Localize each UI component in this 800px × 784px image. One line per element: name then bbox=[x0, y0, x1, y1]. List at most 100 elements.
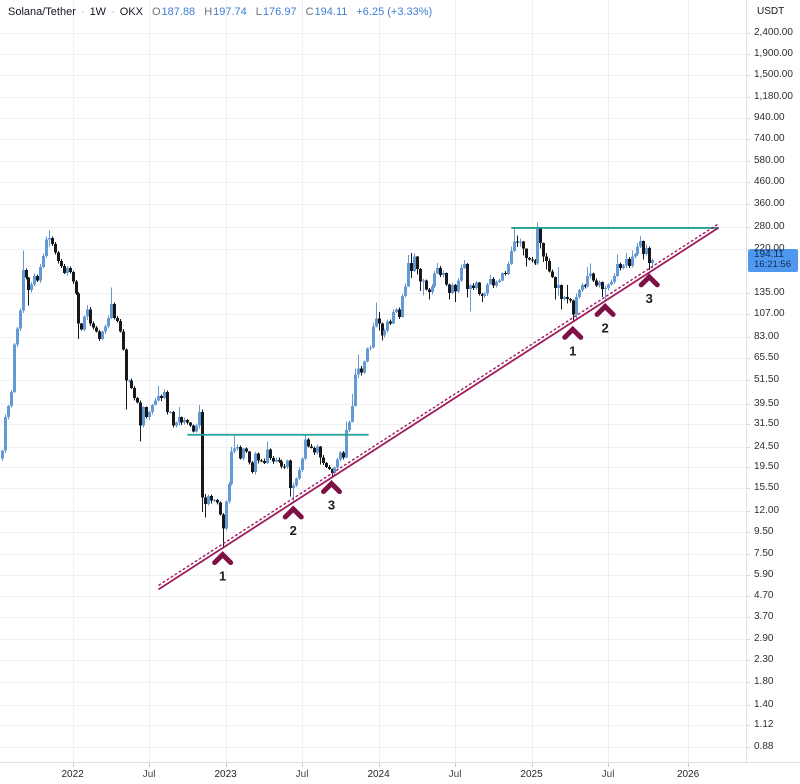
candle-body bbox=[222, 514, 225, 529]
candle-body bbox=[92, 323, 95, 328]
candle-body bbox=[448, 284, 451, 293]
candle-body bbox=[595, 280, 598, 286]
candle-body bbox=[386, 321, 389, 331]
candle-body bbox=[495, 282, 498, 286]
candle-body bbox=[548, 261, 551, 272]
touch-marker[interactable]: 2 bbox=[594, 302, 616, 335]
candle-body bbox=[98, 331, 101, 339]
price-axis-label: 5.90 bbox=[754, 569, 774, 581]
symbol-title[interactable]: Solana/Tether bbox=[8, 6, 76, 18]
candle-body bbox=[592, 273, 595, 281]
candle-body bbox=[130, 380, 133, 389]
price-axis-tick bbox=[747, 596, 750, 597]
candle-body bbox=[392, 312, 395, 324]
candle-body bbox=[225, 501, 228, 529]
candle-body bbox=[372, 326, 375, 348]
candle-body bbox=[51, 237, 54, 244]
price-axis-tick bbox=[747, 725, 750, 726]
candle-body bbox=[142, 407, 145, 426]
touch-marker[interactable]: 3 bbox=[321, 480, 343, 513]
candle-body bbox=[563, 296, 566, 300]
exchange-label[interactable]: OKX bbox=[119, 6, 143, 18]
marker-number: 1 bbox=[569, 343, 576, 358]
candle-body bbox=[486, 284, 489, 294]
close-letter: C bbox=[305, 6, 314, 18]
price-axis-label: 9.50 bbox=[754, 526, 774, 538]
time-axis-label: 2025 bbox=[520, 769, 543, 780]
candles bbox=[1, 222, 654, 548]
candle-body bbox=[101, 331, 104, 339]
candle-body bbox=[507, 263, 510, 275]
touch-marker[interactable]: 2 bbox=[282, 505, 304, 538]
candle-body bbox=[4, 417, 7, 451]
candle-body bbox=[172, 412, 175, 426]
uptrend-line-dotted[interactable] bbox=[158, 223, 719, 586]
uptrend-line[interactable] bbox=[158, 227, 719, 590]
price-axis-tick bbox=[747, 617, 750, 618]
candle-body bbox=[125, 349, 128, 381]
touch-marker[interactable]: 1 bbox=[212, 551, 234, 584]
candle-body bbox=[57, 252, 60, 262]
price-chart-canvas[interactable]: 1 2 3 1 2 3 bbox=[0, 0, 746, 762]
candle-body bbox=[457, 280, 460, 292]
time-axis[interactable]: 2022 Jul 2023 Jul 2024 Jul 2025 Jul 2026 bbox=[0, 762, 800, 784]
candle-body bbox=[586, 275, 589, 287]
candle-body bbox=[192, 425, 195, 432]
candle-body bbox=[128, 380, 131, 382]
price-axis-label: 1.12 bbox=[754, 719, 774, 731]
price-axis-tick bbox=[747, 404, 750, 405]
price-axis-label: 360.00 bbox=[754, 198, 785, 210]
candle-body bbox=[27, 277, 30, 291]
candle-body bbox=[445, 273, 448, 285]
price-axis-label: 2.30 bbox=[754, 654, 774, 666]
candle-body bbox=[642, 240, 645, 254]
candle-body bbox=[575, 296, 578, 315]
candle-body bbox=[478, 282, 481, 295]
candle-body bbox=[469, 285, 472, 289]
candle-body bbox=[19, 310, 22, 329]
candle-body bbox=[348, 421, 351, 431]
candle-body bbox=[333, 467, 336, 474]
candle-body bbox=[275, 459, 278, 462]
candle-body bbox=[442, 273, 445, 276]
price-axis-tick bbox=[747, 204, 750, 205]
price-axis-tick bbox=[747, 467, 750, 468]
time-axis-label: Jul bbox=[601, 769, 615, 780]
candle-body bbox=[60, 261, 63, 266]
candle-body bbox=[463, 263, 466, 268]
touch-marker[interactable]: 1 bbox=[562, 325, 584, 358]
candle-body bbox=[42, 255, 45, 267]
quote-currency-label[interactable]: USDT bbox=[757, 6, 785, 17]
candle-body bbox=[636, 246, 639, 255]
interval-label[interactable]: 1W bbox=[89, 6, 107, 18]
candle-body bbox=[286, 460, 289, 467]
candle-body bbox=[48, 237, 51, 240]
price-axis-label: 220.00 bbox=[754, 242, 785, 254]
price-axis-label: 940.00 bbox=[754, 111, 785, 123]
chevron-up-icon bbox=[212, 551, 234, 566]
candle-body bbox=[433, 273, 436, 287]
price-axis[interactable]: USDT 194.11 16:21:56 2,400.00 1,900.00 1,5… bbox=[746, 0, 800, 762]
candle-body bbox=[198, 412, 201, 426]
chart-pane[interactable]: 1 2 3 1 2 3 Solana/Tether · 1W · OKX O187.88 H197.7… bbox=[0, 0, 746, 762]
price-axis-label: 39.50 bbox=[754, 397, 780, 409]
price-axis-tick bbox=[747, 97, 750, 98]
time-axis-tick bbox=[532, 763, 533, 767]
high-value: 197.74 bbox=[213, 6, 247, 18]
candle-body bbox=[328, 466, 331, 469]
close-value: 194.11 bbox=[314, 6, 348, 18]
touch-marker[interactable]: 3 bbox=[638, 273, 660, 306]
candle-body bbox=[419, 268, 422, 282]
candle-body bbox=[589, 273, 592, 276]
candle-body bbox=[77, 293, 80, 324]
chevron-up-icon bbox=[638, 273, 660, 288]
price-axis-tick bbox=[747, 314, 750, 315]
candle-body bbox=[422, 280, 425, 282]
candle-body bbox=[260, 460, 263, 462]
candle-body bbox=[483, 293, 486, 297]
candle-body bbox=[560, 285, 563, 300]
change-value: +6.25 (+3.33%) bbox=[356, 6, 433, 18]
candle-body bbox=[534, 260, 537, 264]
candle-body bbox=[263, 461, 266, 463]
candle-body bbox=[607, 284, 610, 289]
